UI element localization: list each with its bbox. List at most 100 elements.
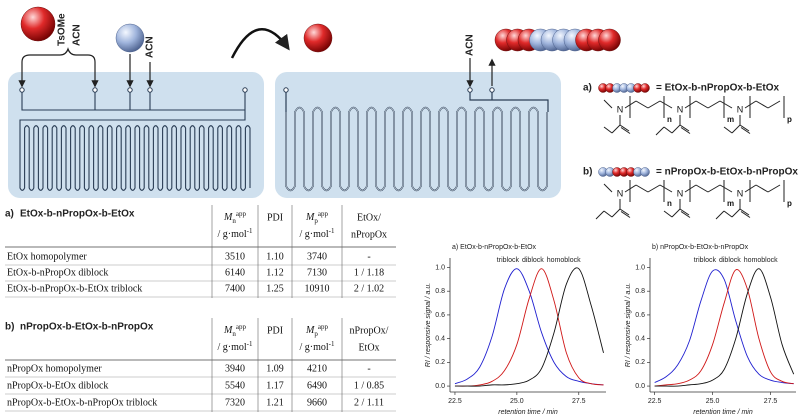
inlet xyxy=(93,88,97,92)
table-cell: 7400 xyxy=(225,283,245,294)
chart-title: b) nPropOx-b-EtOx-b-nPropOx xyxy=(652,244,749,251)
y-tick-label: 0.0 xyxy=(435,383,445,390)
bond xyxy=(716,211,724,219)
table-cell: 6140 xyxy=(225,267,245,278)
bond xyxy=(696,101,708,108)
header-text: PDI xyxy=(267,212,283,223)
structure-formula: = nPropOx-b-EtOx-b-nPropOx xyxy=(656,167,798,178)
atom: N xyxy=(737,104,744,114)
inlet xyxy=(128,88,132,92)
y-tick-label: 1.0 xyxy=(435,264,445,271)
y-tick-label: 0.2 xyxy=(635,359,645,366)
inlet xyxy=(468,88,472,92)
x-tick-label: 25.0 xyxy=(510,398,524,405)
figure: TsOMeACNACNACNa)= EtOx-b-nPropOx-b-EtOxN… xyxy=(0,0,799,420)
table-cell: 1.25 xyxy=(266,283,284,294)
table-cell: 3510 xyxy=(225,251,245,262)
atom: N xyxy=(677,104,684,114)
reactor-2 xyxy=(275,72,561,198)
bond xyxy=(604,211,612,217)
table-cell: - xyxy=(367,363,370,374)
row-label: EtOx-b-nPropOx-b-EtOx triblock xyxy=(7,283,142,294)
table-cell: 4210 xyxy=(307,363,327,374)
subscript: p xyxy=(314,330,318,338)
row-label: EtOx homopolymer xyxy=(7,251,87,262)
chart-title: a) EtOx-b-nPropOx-b-EtOx xyxy=(452,244,537,251)
table-cell: 3940 xyxy=(225,363,245,374)
table-cell: 5540 xyxy=(225,380,245,391)
bond xyxy=(708,101,720,108)
gpc-trace xyxy=(455,269,604,385)
bond xyxy=(724,127,732,133)
table-cell: 2 / 1.11 xyxy=(354,397,384,408)
table-cell: 1.17 xyxy=(266,380,284,391)
header-symbol: Mpapp xyxy=(305,323,328,338)
red-monomer xyxy=(641,84,650,93)
header-text: nPropOx/ xyxy=(350,325,389,336)
transfer-arrow xyxy=(232,29,288,58)
legend-entry: triblock xyxy=(694,257,717,264)
legend-entry: triblock xyxy=(497,257,520,264)
superscript: -1 xyxy=(329,340,335,348)
blue-monomer xyxy=(641,168,650,177)
table-label: a) xyxy=(5,209,14,220)
atom: N xyxy=(617,188,624,198)
charts: a) EtOx-b-nPropOx-b-EtOx 0.0 0.2 0.4 0.6 0.8 1… xyxy=(425,244,796,416)
bond xyxy=(756,101,768,108)
x-tick-label: 22.5 xyxy=(648,398,662,405)
header-unit: / g·mol-1 xyxy=(299,340,335,354)
superscript: app xyxy=(318,323,329,331)
y-tick-label: 0.6 xyxy=(635,312,645,319)
header-text: nPropOx xyxy=(351,229,387,240)
gpc-trace xyxy=(455,268,604,386)
repeat-index: p xyxy=(787,199,792,208)
inlet xyxy=(490,88,494,92)
table-cell: 1 / 1.18 xyxy=(354,267,384,278)
bond xyxy=(724,211,732,217)
table-cell: 1.10 xyxy=(266,251,284,262)
bond xyxy=(596,211,604,219)
solvent-label: ACN xyxy=(465,34,476,56)
bond xyxy=(648,101,660,108)
bond xyxy=(656,127,664,135)
superscript: app xyxy=(236,210,247,218)
structure-formula: = EtOx-b-nPropOx-b-EtOx xyxy=(656,83,780,94)
y-tick-label: 0.4 xyxy=(635,335,645,342)
bond xyxy=(664,127,672,133)
solvent-label: ACN xyxy=(72,24,83,46)
gpc-trace xyxy=(655,270,794,384)
bond xyxy=(648,185,660,192)
y-tick-label: 0.8 xyxy=(435,288,445,295)
red-monomer xyxy=(304,24,332,52)
table-cell: 1 / 0.85 xyxy=(354,380,384,391)
header-text: EtOx xyxy=(358,342,379,353)
legend-entry: diblock xyxy=(522,257,544,264)
bond xyxy=(664,211,672,217)
brace xyxy=(22,49,95,62)
red-monomer xyxy=(21,7,55,41)
inlet xyxy=(20,88,24,92)
row-label: nPropOx-b-EtOx diblock xyxy=(7,380,108,391)
repeat-index: m xyxy=(727,199,734,208)
subscript: p xyxy=(314,217,318,225)
bond xyxy=(756,185,768,192)
atom: N xyxy=(737,188,744,198)
superscript: -1 xyxy=(247,340,253,348)
y-tick-label: 0.2 xyxy=(435,359,445,366)
bond xyxy=(768,185,780,192)
y-tick-label: 0.6 xyxy=(435,312,445,319)
structure-label: a) xyxy=(583,83,592,94)
subscript: n xyxy=(232,217,236,225)
x-axis-label: retention time / min xyxy=(693,409,753,416)
red-monomer xyxy=(599,29,621,51)
bond xyxy=(720,185,732,192)
table-cell: 7320 xyxy=(225,397,245,408)
structure-label: b) xyxy=(583,167,592,178)
page: { "scheme": { "initiator_label": "TsOMe"… xyxy=(0,0,799,420)
bond xyxy=(732,209,740,217)
repeat-index: p xyxy=(787,115,792,124)
bond xyxy=(732,125,740,133)
y-tick-label: 0.0 xyxy=(635,383,645,390)
table-cell: 7130 xyxy=(307,267,327,278)
